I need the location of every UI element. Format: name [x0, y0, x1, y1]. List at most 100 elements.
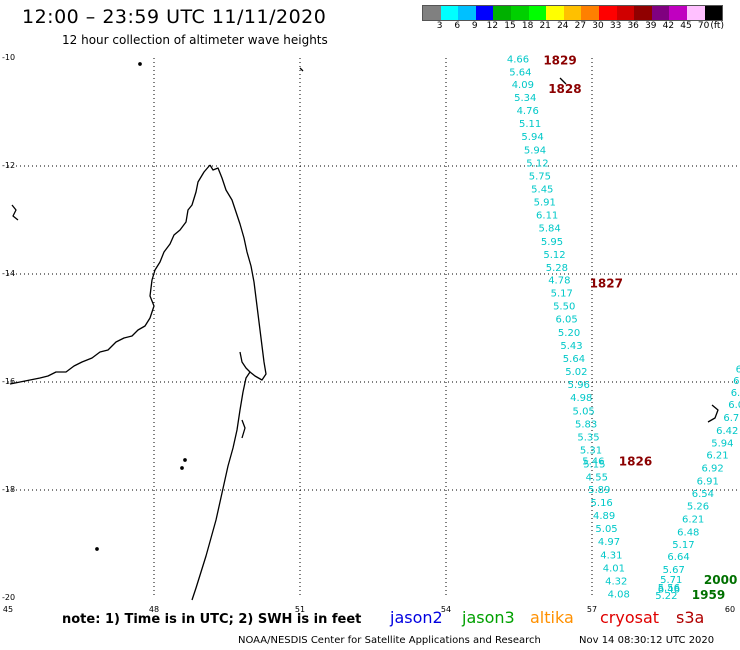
pass-time-label: 1829	[543, 53, 576, 67]
latitude-label: -10	[2, 53, 16, 62]
colorbar-tick-label: 30	[592, 21, 604, 31]
swh-value-label: 5.43	[560, 341, 582, 352]
legend-item-altika: altika	[530, 608, 574, 627]
swh-value-label: 6.48	[677, 527, 699, 538]
swh-value-label: 5.12	[543, 250, 565, 261]
colorbar-tick-label: 42	[662, 21, 675, 31]
coastline-segment	[11, 204, 19, 221]
footer-timestamp: Nov 14 08:30:12 UTC 2020	[579, 635, 715, 646]
colorbar-tick-label: 6	[454, 21, 461, 31]
lat-lon-grid	[8, 58, 738, 598]
longitude-label: 51	[294, 605, 306, 614]
swh-value-label: 6.05	[556, 315, 578, 326]
longitude-label: 48	[148, 605, 160, 614]
swh-value-label: 6.0	[728, 400, 740, 411]
coastline-segment	[241, 419, 246, 439]
swh-value-label: 5.02	[565, 367, 587, 378]
colorbar-swatch	[458, 6, 476, 20]
colorbar-tick-label: 9	[471, 21, 478, 31]
colorbar-tick-label: 39	[645, 21, 657, 31]
colorbar-labels: 3 6 9 12 15 18 21 24 27 30 33 36 39 42 45 70 (ft)	[422, 21, 740, 35]
colorbar-tick-label: 27	[574, 21, 587, 31]
swh-value-label: 5.75	[529, 172, 551, 183]
swh-value-label: 6.46	[658, 585, 680, 596]
colorbar-swatch	[704, 6, 723, 20]
swh-value-label: 5.94	[711, 438, 733, 449]
swh-value-label: 5.26	[687, 501, 709, 512]
colorbar-tick-label: 3	[436, 21, 443, 31]
colorbar-tick-label: 70	[697, 21, 710, 31]
swh-value-label: 4.55	[586, 472, 608, 483]
swh-value-label: 6.42	[716, 426, 738, 437]
swh-value-label: 5.20	[558, 328, 580, 339]
swh-value-label: 4.78	[548, 276, 570, 287]
swh-value-label: 6.54	[692, 489, 714, 500]
longitude-label: 54	[440, 605, 452, 614]
coastline-segment	[707, 404, 719, 423]
longitude-label: 45	[2, 605, 14, 614]
legend-item-cryosat: cryosat	[600, 608, 660, 627]
latitude-label: -18	[2, 485, 16, 494]
islet-dot	[138, 62, 142, 66]
swh-value-label: 4.97	[598, 537, 620, 548]
pass-time-label: 1826	[619, 455, 652, 469]
swh-value-label: 6.64	[667, 552, 689, 563]
colorbar-tick-label: 24	[557, 21, 569, 31]
colorbar-swatch	[546, 6, 564, 20]
islet-dot	[180, 466, 184, 470]
colorbar-swatch	[634, 6, 652, 20]
swh-value-label: 5.96	[568, 380, 590, 391]
swh-value-label: 5.17	[672, 540, 694, 551]
swh-value-label: 5.16	[591, 498, 613, 509]
latitude-label: -14	[2, 269, 16, 278]
swh-value-label: 4.98	[570, 393, 592, 404]
swh-value-label: 5.64	[509, 67, 531, 78]
colorbar-swatch	[440, 6, 459, 20]
swh-value-label: 5.35	[577, 432, 599, 443]
colorbar-swatch	[475, 6, 494, 20]
swh-value-label: 4.09	[512, 80, 534, 91]
swh-value-label: 5.83	[575, 419, 597, 430]
longitude-label: 57	[586, 605, 598, 614]
altimeter-tracks: 4.66 5.64 4.09 5.34 4.76 5.11 5.94 5.94 5.12 5.75…	[507, 53, 740, 602]
swh-value-label: 5.22	[655, 591, 677, 602]
colorbar-tick-label: 33	[609, 21, 622, 31]
islet-dot	[183, 458, 187, 462]
latitude-label: -12	[2, 161, 16, 170]
swh-value-label: 5.34	[514, 93, 536, 104]
swh-value-label: 6	[736, 364, 740, 375]
coastline-segment	[559, 77, 567, 85]
legend-note: note: 1) Time is in UTC; 2) SWH is in fe…	[62, 612, 362, 627]
swh-value-label: 5.45	[531, 184, 553, 195]
legend-item-jason3: jason3	[462, 608, 515, 627]
swh-value-label: 5.71	[660, 575, 682, 586]
footer-credit: NOAA/NESDIS Center for Satellite Applica…	[238, 635, 541, 646]
legend-item-s3a: s3a	[676, 608, 705, 627]
swh-value-label: 4.01	[603, 564, 625, 575]
swh-value-label: 4.89	[593, 511, 615, 522]
colorbar-tick-label: (ft)	[710, 21, 724, 31]
pass-time-label: 1827	[590, 277, 623, 291]
swh-value-label: 4.31	[600, 551, 622, 562]
swh-value-label: 6.91	[697, 477, 719, 488]
swh-value-label: 5.05	[573, 406, 595, 417]
swh-value-label: 5.05	[595, 524, 617, 535]
swh-value-label: 5.84	[538, 223, 560, 234]
swh-value-label: 6.77	[723, 413, 740, 424]
swh-value-label: 5.46	[582, 457, 604, 468]
swh-value-label: 6	[733, 376, 739, 387]
page-subtitle: 12 hour collection of altimeter wave hei…	[62, 33, 328, 47]
page-title: 12:00 – 23:59 UTC 11/11/2020	[22, 6, 327, 28]
colorbar-swatch	[510, 6, 529, 20]
swh-value-label: 4.32	[605, 577, 627, 588]
colorbar-swatch	[563, 6, 582, 20]
colorbar-swatch	[493, 6, 511, 20]
swh-value-label: 5.64	[563, 354, 585, 365]
swh-value-label: 6.21	[682, 514, 704, 525]
swh-value-label: 5.12	[526, 159, 548, 170]
colorbar	[422, 5, 724, 21]
swh-value-label: 5.67	[663, 565, 685, 576]
swh-value-label: 6.11	[536, 210, 558, 221]
coastline-segment	[239, 351, 251, 373]
